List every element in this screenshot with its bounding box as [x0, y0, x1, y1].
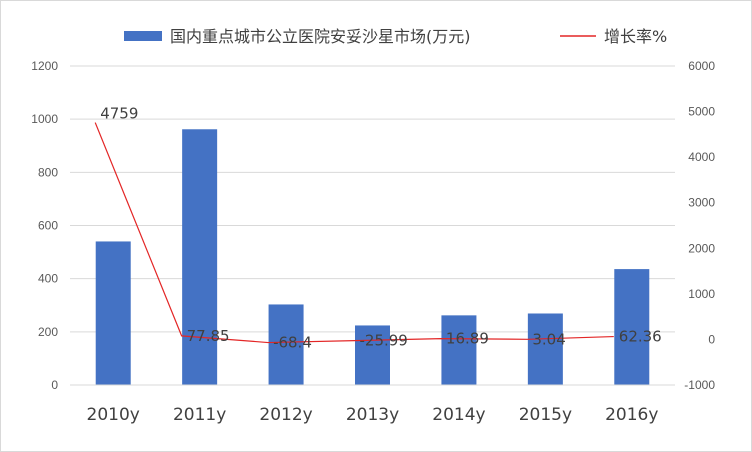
y-right-tick-label: 3000	[688, 196, 715, 210]
x-tick-label: 2015y	[519, 405, 572, 425]
bar	[355, 325, 390, 385]
y-left-tick-label: 0	[51, 378, 58, 392]
y-axis-left: 0 200 400 600 800 1000 1200	[31, 59, 58, 392]
y-left-tick-label: 1000	[31, 112, 58, 126]
legend-bar-swatch	[124, 31, 162, 41]
line-data-label: 62.36	[619, 328, 662, 346]
y-right-tick-label: 4000	[688, 150, 715, 164]
x-tick-label: 2016y	[605, 405, 658, 425]
bar	[527, 313, 563, 385]
y-right-tick-label: 1000	[688, 287, 715, 301]
x-axis: 2010y 2011y 2012y 2013y 2014y 2015y 2016y	[70, 384, 675, 425]
y-axis-right: -1000 0 1000 2000 3000 4000 5000 6000	[684, 59, 715, 392]
line-data-label: -68.4	[273, 334, 312, 352]
line-series	[94, 122, 614, 344]
bar	[441, 315, 477, 385]
y-left-tick-label: 600	[38, 219, 58, 233]
x-tick-label: 2012y	[259, 405, 312, 425]
bar-series	[95, 129, 650, 385]
bar	[614, 269, 650, 385]
line-data-label: -25.99	[360, 332, 408, 350]
y-left-tick-label: 400	[38, 272, 58, 286]
bar	[182, 129, 218, 385]
legend-bar-label: 国内重点城市公立医院安妥沙星市场(万元)	[170, 27, 471, 46]
y-right-tick-label: -1000	[684, 378, 715, 392]
line-data-label: 3.04	[532, 330, 565, 348]
y-left-tick-label: 1200	[31, 59, 58, 73]
line-data-label: 4759	[100, 105, 138, 123]
line-data-label: 16.89	[446, 330, 489, 348]
line-data-label: 77.85	[187, 327, 230, 345]
y-right-tick-label: 2000	[688, 241, 715, 255]
y-right-tick-label: 0	[708, 332, 715, 346]
bar	[268, 304, 304, 385]
growth-line	[94, 122, 614, 344]
y-right-tick-label: 5000	[688, 105, 715, 119]
bar	[95, 241, 131, 385]
legend: 国内重点城市公立医院安妥沙星市场(万元) 增长率%	[124, 27, 667, 46]
y-right-tick-label: 6000	[688, 59, 715, 73]
x-tick-label: 2013y	[346, 405, 399, 425]
legend-line-label: 增长率%	[604, 27, 667, 46]
y-left-tick-label: 200	[38, 325, 58, 339]
y-left-tick-label: 800	[38, 165, 58, 179]
x-tick-label: 2011y	[173, 405, 226, 425]
x-tick-label: 2014y	[432, 405, 485, 425]
data-labels: 4759 77.85 -68.4 -25.99 16.89 3.04 62.36	[100, 105, 662, 352]
x-tick-label: 2010y	[87, 405, 140, 425]
